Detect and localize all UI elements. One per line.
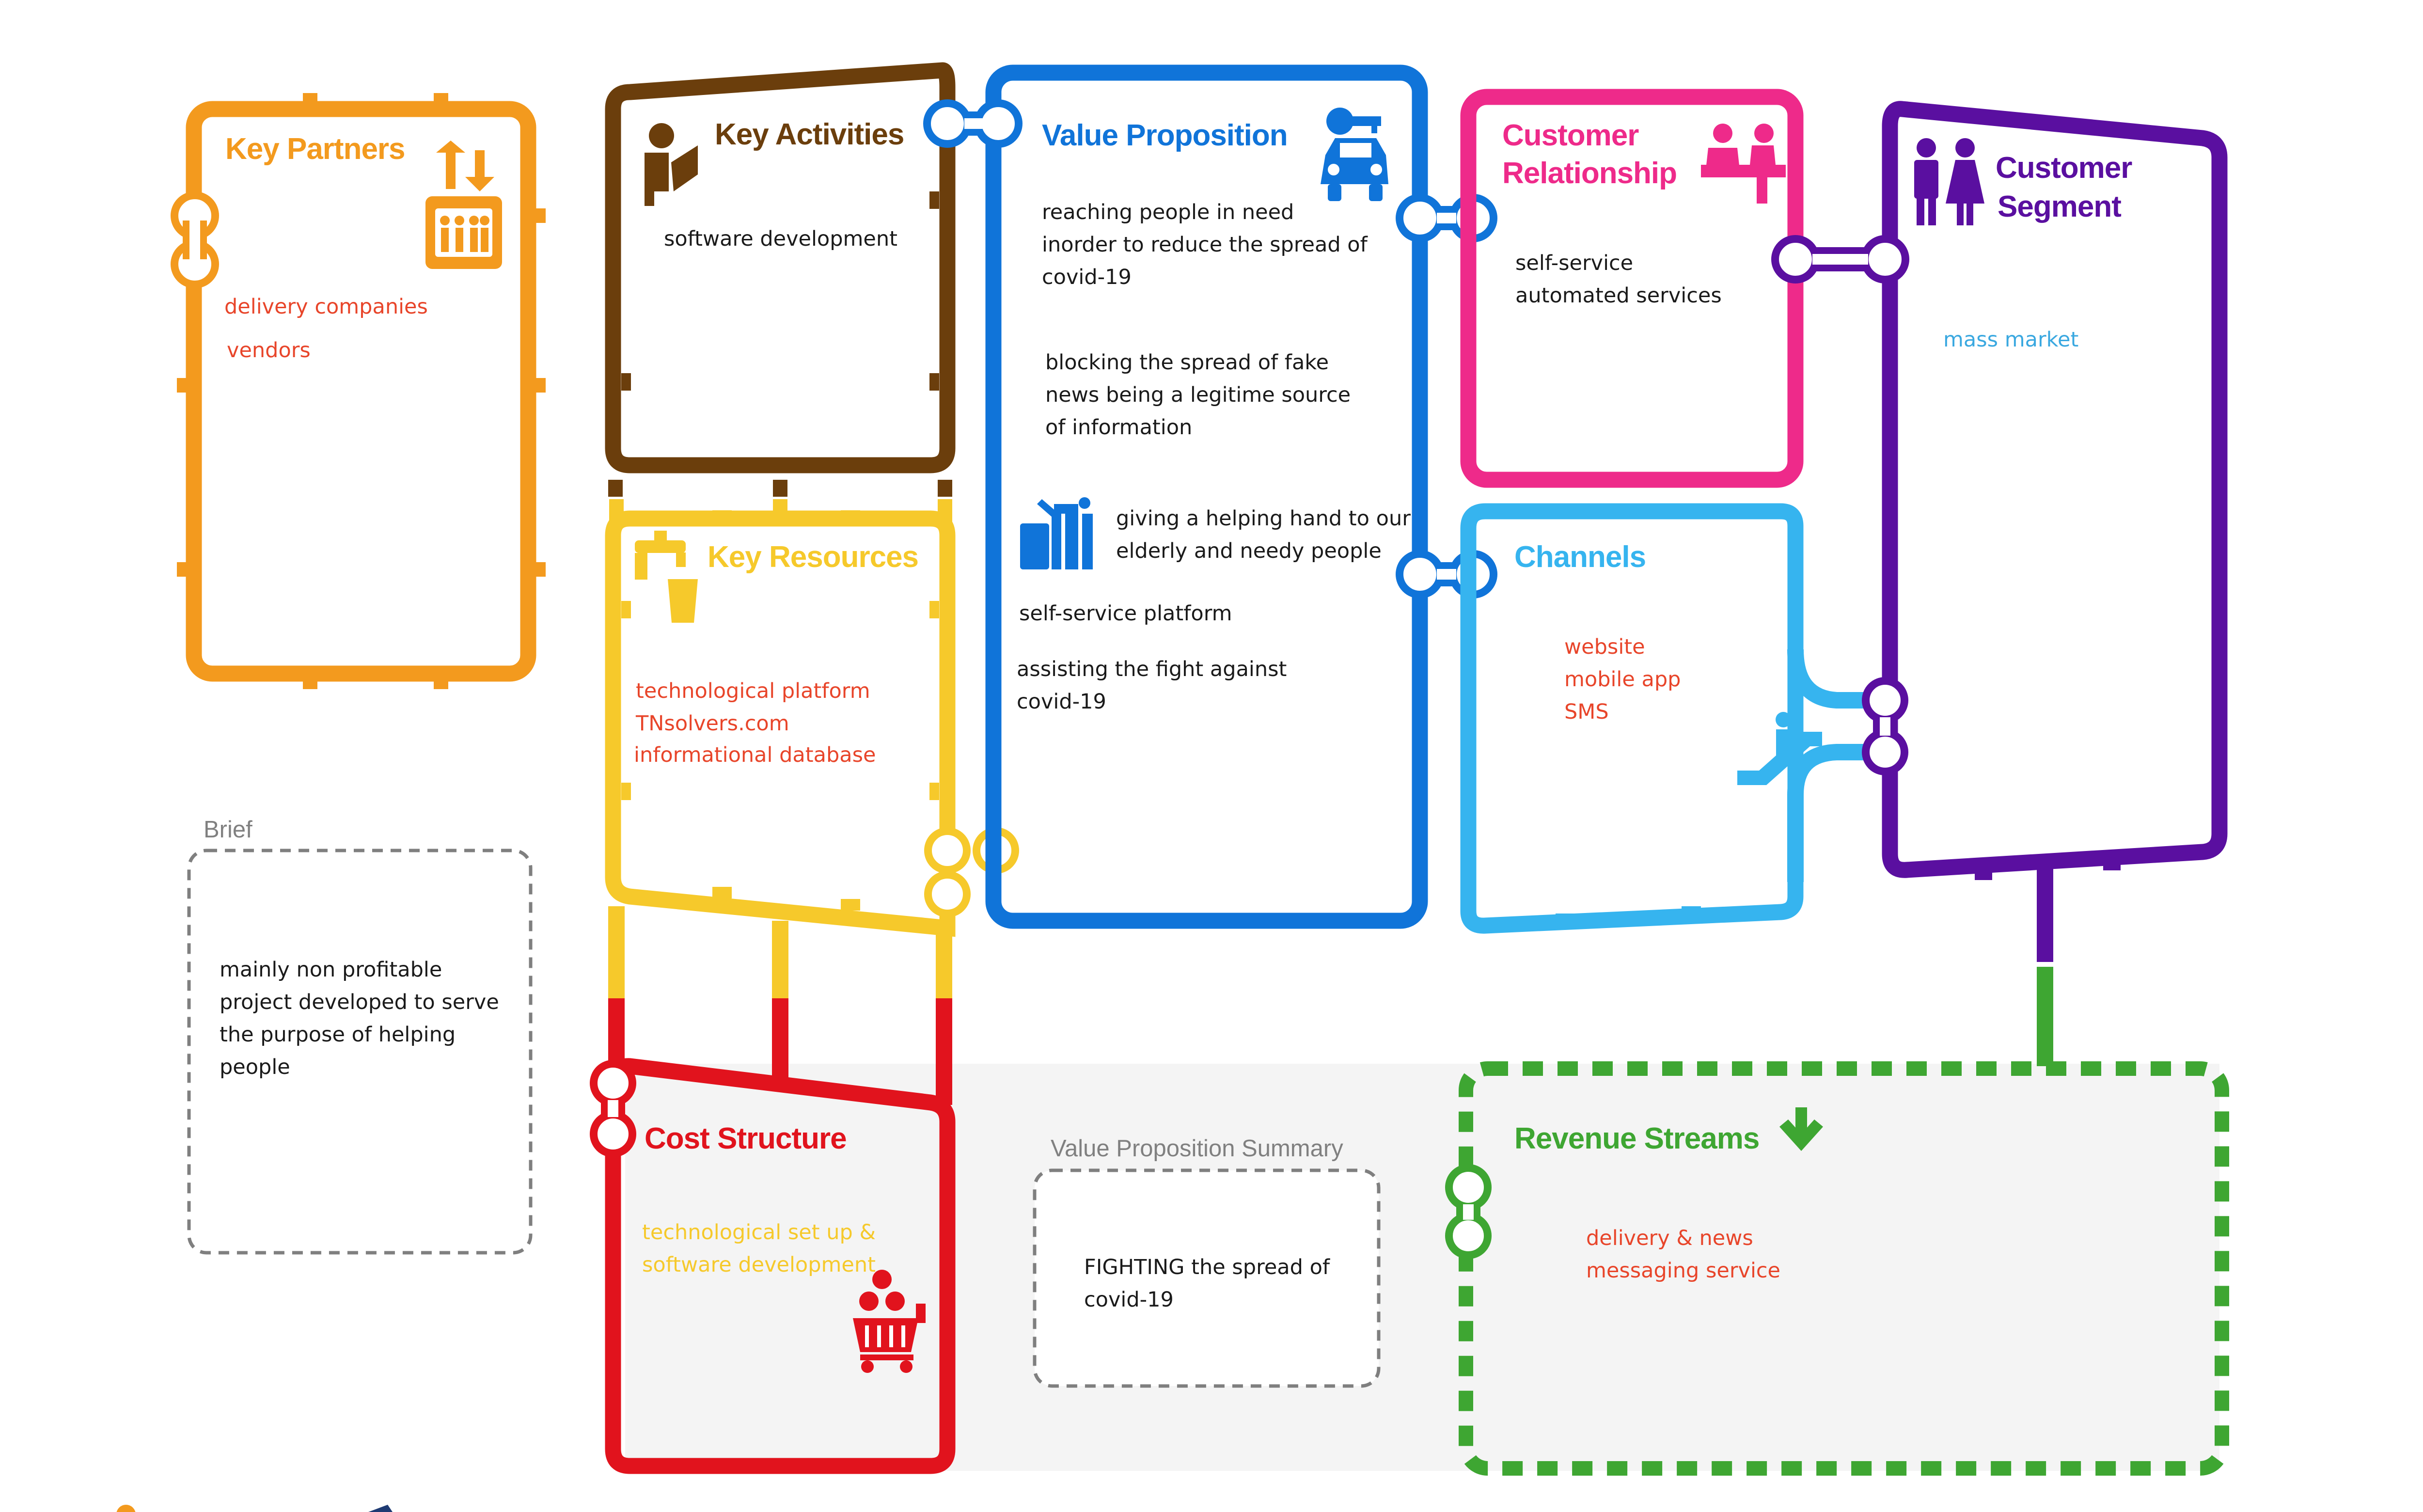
- value-item-line: blocking the spread of fake: [1045, 350, 1329, 375]
- customer-relationship-item: self-service: [1515, 251, 1634, 275]
- key-partners-frame: [171, 93, 546, 689]
- value-item-line: elderly and needy people: [1116, 539, 1382, 563]
- revenue-streams-item: delivery & news: [1586, 1226, 1753, 1250]
- customer-segment-item: mass market: [1943, 328, 2079, 352]
- brief-line: mainly non profitable: [220, 958, 442, 982]
- key-partners-item: delivery companies: [224, 295, 428, 319]
- value-item-line: giving a helping hand to our: [1116, 506, 1411, 531]
- arrow-down-icon: [1779, 1107, 1823, 1151]
- value-item-line: inorder to reduce the spread of: [1042, 233, 1368, 257]
- shopping-cart-icon: [853, 1270, 926, 1373]
- key-activities-frame: [605, 62, 956, 497]
- value-item-line: of information: [1045, 415, 1193, 440]
- elevator-icon: [425, 141, 502, 269]
- channels-title: Channels: [1514, 540, 1646, 574]
- value-item-line: news being a legitime source: [1045, 383, 1351, 407]
- escalator-icon: [1737, 712, 1822, 785]
- value-summary-line: covid-19: [1084, 1288, 1174, 1312]
- cost-structure-title: Cost Structure: [645, 1122, 847, 1155]
- people-icon: [1914, 138, 1984, 225]
- gift-bag-icon: [1020, 497, 1093, 569]
- customer-segment-title: Segment: [1998, 190, 2122, 223]
- key-resources-title: Key Resources: [708, 540, 919, 574]
- customer-relationship-item: automated services: [1515, 284, 1722, 308]
- cost-structure-item: technological set up &: [642, 1220, 876, 1244]
- channels-item: SMS: [1564, 700, 1609, 724]
- brief-title: Brief: [204, 817, 252, 843]
- key-partners-item: vendors: [227, 338, 311, 362]
- value-summary-line: FIGHTING the spread of: [1084, 1255, 1330, 1279]
- customer-segment-frame: [1771, 101, 2228, 1066]
- key-resources-frame: [605, 499, 1019, 998]
- value-summary-box: [1033, 1168, 1381, 1388]
- key-resources-item: informational database: [634, 743, 876, 767]
- key-activities-item: software development: [664, 227, 897, 251]
- car-key-icon: [1321, 108, 1388, 201]
- customer-relationship-title: Customer: [1502, 119, 1639, 152]
- cost-structure-item: software development: [642, 1253, 876, 1277]
- key-resources-item: technological platform: [636, 679, 870, 703]
- brief-line: project developed to serve: [220, 990, 499, 1014]
- customer-segment-title: Customer: [1996, 151, 2132, 185]
- service-desk-icon: [1701, 124, 1786, 204]
- value-item-line: covid-19: [1017, 690, 1106, 714]
- key-resources-item: TNsolvers.com: [636, 711, 789, 736]
- value-item-line: covid-19: [1042, 265, 1132, 289]
- worker-reading-icon: [645, 123, 698, 206]
- revenue-streams-item: messaging service: [1586, 1259, 1780, 1283]
- cost-structure-frame: [590, 998, 956, 1474]
- channels-item: website: [1564, 635, 1645, 659]
- value-proposition-frame: [923, 64, 1497, 929]
- value-summary-title: Value Proposition Summary: [1051, 1135, 1343, 1162]
- brief-line: people: [220, 1055, 290, 1079]
- revenue-streams-title: Revenue Streams: [1514, 1122, 1760, 1155]
- value-proposition-title: Value Proposition: [1042, 119, 1288, 152]
- value-item-line: self-service platform: [1019, 601, 1232, 626]
- value-item-line: reaching people in need: [1042, 200, 1294, 224]
- water-tap-icon: [635, 531, 698, 623]
- key-partners-title: Key Partners: [225, 132, 406, 166]
- channels-item: mobile app: [1564, 667, 1681, 692]
- revenue-streams-frame: [1445, 1061, 2229, 1476]
- brief-line: the purpose of helping: [220, 1023, 456, 1047]
- customer-relationship-title: Relationship: [1502, 157, 1677, 190]
- brief-box: [187, 849, 533, 1255]
- customer-relationship-frame: [1460, 89, 1804, 488]
- value-item-line: assisting the fight against: [1017, 657, 1287, 681]
- logo-fragment: [116, 1505, 393, 1512]
- bottom-band: [625, 1064, 2219, 1471]
- channels-frame: [1460, 503, 1880, 934]
- key-activities-title: Key Activities: [715, 118, 904, 151]
